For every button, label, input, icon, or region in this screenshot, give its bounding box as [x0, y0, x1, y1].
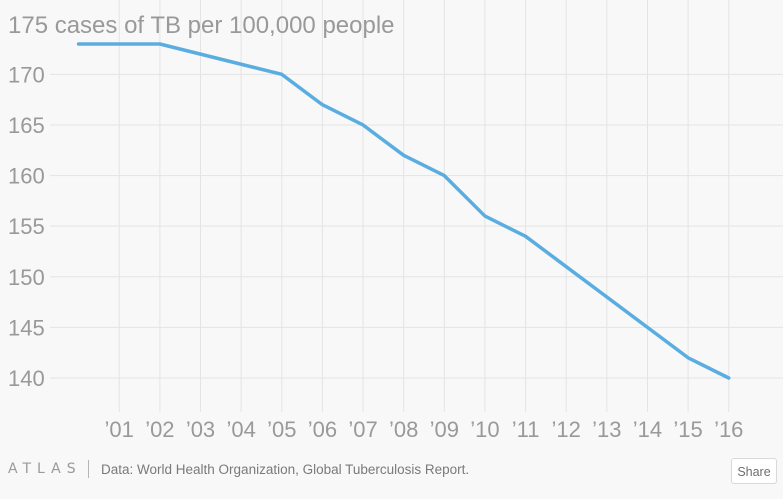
source-note: Data: World Health Organization, Global … [101, 462, 470, 477]
data-point[interactable] [641, 321, 653, 333]
data-point[interactable] [560, 261, 572, 273]
y-tick-label: 150 [8, 265, 45, 290]
x-tick-label: ’07 [348, 417, 377, 442]
y-tick-label: 140 [8, 366, 45, 391]
x-tick-label: ’02 [145, 417, 174, 442]
data-point[interactable] [154, 38, 166, 50]
x-tick-label: ’15 [673, 417, 702, 442]
x-tick-label: ’03 [186, 417, 215, 442]
y-axis-labels: 170 165 160 155 150 145 140 [8, 62, 45, 391]
data-point[interactable] [113, 38, 125, 50]
x-tick-label: ’05 [267, 417, 296, 442]
data-point[interactable] [438, 170, 450, 182]
y-tick-label: 160 [8, 164, 45, 189]
data-point[interactable] [73, 38, 85, 50]
data-point[interactable] [276, 68, 288, 80]
x-tick-label: ’13 [592, 417, 621, 442]
footer: ATLAS Data: World Health Organization, G… [0, 452, 783, 488]
data-point[interactable] [398, 149, 410, 161]
data-point[interactable] [235, 58, 247, 70]
x-tick-label: ’14 [633, 417, 662, 442]
x-tick-label: ’01 [105, 417, 134, 442]
data-point[interactable] [357, 119, 369, 131]
y-tick-label: 155 [8, 214, 45, 239]
data-point[interactable] [479, 210, 491, 222]
x-tick-label: ’10 [470, 417, 499, 442]
y-tick-label: 145 [8, 315, 45, 340]
series-line [76, 42, 731, 380]
chart-title: 175 cases of TB per 100,000 people [8, 12, 395, 39]
x-tick-label: ’04 [226, 417, 255, 442]
series-group [73, 38, 735, 384]
y-tick-label: 170 [8, 62, 45, 87]
vertical-gridlines [118, 0, 730, 412]
share-button[interactable]: Share [731, 458, 777, 484]
x-tick-label: ’11 [512, 417, 540, 442]
horizontal-gridlines [50, 73, 783, 379]
atlas-logo[interactable]: ATLAS [8, 461, 82, 477]
x-tick-label: ’06 [308, 417, 337, 442]
x-axis-labels: ’01 ’02 ’03 ’04 ’05 ’06 ’07 ’08 ’09 ’10 ’11 ’12 ’13 ’… [105, 417, 744, 442]
x-tick-label: ’09 [430, 417, 459, 442]
data-point[interactable] [682, 352, 694, 364]
divider [88, 460, 89, 478]
data-point[interactable] [316, 99, 328, 111]
y-tick-label: 165 [8, 113, 45, 138]
data-point[interactable] [723, 372, 735, 384]
data-point[interactable] [601, 291, 613, 303]
x-tick-label: ’16 [714, 417, 743, 442]
x-tick-label: ’08 [389, 417, 418, 442]
x-tick-label: ’12 [552, 417, 581, 442]
data-point[interactable] [195, 48, 207, 60]
data-point[interactable] [520, 230, 532, 242]
